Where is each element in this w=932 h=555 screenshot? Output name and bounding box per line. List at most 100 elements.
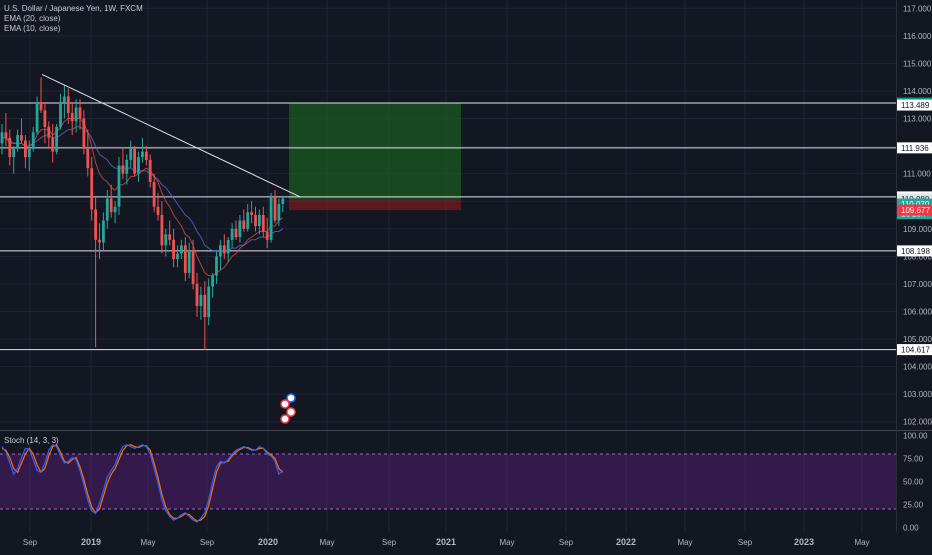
time-tick-label: May — [140, 538, 155, 547]
candle — [133, 146, 136, 177]
price-tag-bg — [897, 99, 932, 111]
event-markers[interactable] — [280, 393, 296, 424]
candle-body — [98, 239, 101, 243]
candle-body — [63, 96, 66, 102]
price-tick-label: 111.000 — [903, 170, 931, 179]
candle — [125, 154, 129, 185]
stoch-d-line — [1, 444, 284, 522]
event-marker-2 — [280, 399, 290, 409]
candle-body — [102, 220, 105, 243]
time-tick-label: Sep — [200, 538, 215, 547]
price-tag-label: 113.489 — [901, 101, 930, 110]
candle-body — [20, 135, 23, 141]
candle — [109, 184, 113, 218]
candle — [187, 242, 191, 279]
time-tick-label: May — [854, 538, 869, 547]
candle — [12, 146, 16, 174]
candle — [55, 124, 58, 155]
price-tick-label: 115.000 — [903, 59, 932, 68]
candle — [66, 88, 70, 125]
candle — [234, 220, 238, 240]
time-tick-label: 2023 — [794, 537, 814, 547]
price-tag: 109.677 — [897, 204, 932, 216]
long-position-tool[interactable] — [289, 103, 461, 211]
ema10-label[interactable]: EMA (10, close) — [4, 24, 61, 33]
candle — [254, 206, 257, 232]
trendline[interactable] — [41, 73, 302, 198]
candle-body — [230, 228, 234, 240]
candle — [24, 135, 27, 169]
price-tag: 108.198 — [897, 245, 932, 257]
stoch-indicator-label[interactable]: Stoch (14, 3, 3) — [4, 436, 59, 445]
price-tick-label: 114.000 — [903, 87, 932, 96]
candle — [273, 190, 277, 224]
stochastic-panel — [0, 444, 896, 523]
candle — [121, 148, 125, 180]
candle-body — [8, 137, 12, 158]
candle-body — [172, 239, 175, 260]
candle-body — [148, 159, 152, 182]
price-tick-label: 105.000 — [903, 335, 932, 344]
candle — [141, 137, 144, 163]
candle — [215, 250, 218, 284]
candle — [160, 201, 164, 254]
price-tick-label: 102.000 — [903, 418, 932, 427]
candle-body — [59, 101, 62, 127]
time-tick-label: Sep — [382, 538, 397, 547]
candle-body — [168, 234, 172, 240]
price-tick-label: 109.000 — [903, 225, 932, 234]
candle — [191, 239, 195, 290]
candle — [265, 217, 269, 249]
price-tag-bg — [897, 198, 932, 210]
candle-body — [277, 203, 281, 221]
candle — [183, 237, 187, 282]
candle-body — [207, 286, 211, 317]
candle-body — [242, 220, 246, 229]
ema20-label[interactable]: EMA (20, close) — [4, 14, 61, 23]
price-tick-label: 113.000 — [903, 115, 932, 124]
candle-body — [121, 165, 125, 174]
candle-body — [160, 215, 164, 246]
candle-body — [39, 101, 43, 111]
candle-body — [137, 157, 140, 174]
candle — [137, 151, 140, 182]
candle-body — [51, 137, 55, 152]
candle — [16, 129, 19, 152]
price-tag-label: 110.070 — [901, 200, 930, 209]
candle-body — [176, 253, 179, 260]
time-axis[interactable]: Sep 2019 May Sep 2020 May Sep 2021 May Sep 2022 May… — [23, 537, 870, 547]
candle-body — [125, 159, 129, 174]
candle-body — [180, 245, 183, 254]
stoch-tick-label: 0.00 — [903, 523, 919, 532]
time-tick-label: Sep — [738, 538, 753, 547]
candle — [222, 234, 226, 260]
candle-body — [183, 245, 187, 273]
price-tag: 113.489 — [897, 99, 932, 111]
target-zone — [289, 103, 461, 200]
time-tick-label: 2021 — [436, 537, 456, 547]
candle — [82, 110, 86, 155]
time-tick-label: Sep — [559, 538, 574, 547]
candle-body — [4, 132, 8, 138]
candle — [195, 272, 199, 317]
candle-body — [258, 215, 261, 227]
candle — [47, 121, 51, 149]
candle-body — [164, 234, 168, 246]
candle-body — [222, 245, 226, 254]
candle-body — [265, 231, 269, 240]
candle — [20, 118, 23, 144]
candle — [207, 278, 211, 326]
candle-body — [250, 212, 253, 215]
stoch-tick-label: 75.00 — [903, 455, 924, 464]
symbol-title[interactable]: U.S. Dollar / Japanese Yen, 1W, FXCM — [4, 4, 143, 13]
candle — [90, 157, 94, 221]
price-tag: 110.070 — [897, 198, 932, 210]
event-marker-0 — [286, 393, 296, 403]
candle-body — [234, 228, 238, 238]
candle — [164, 228, 168, 257]
candle-body — [16, 135, 19, 149]
candle-body — [55, 126, 58, 152]
candle-body — [281, 198, 285, 204]
